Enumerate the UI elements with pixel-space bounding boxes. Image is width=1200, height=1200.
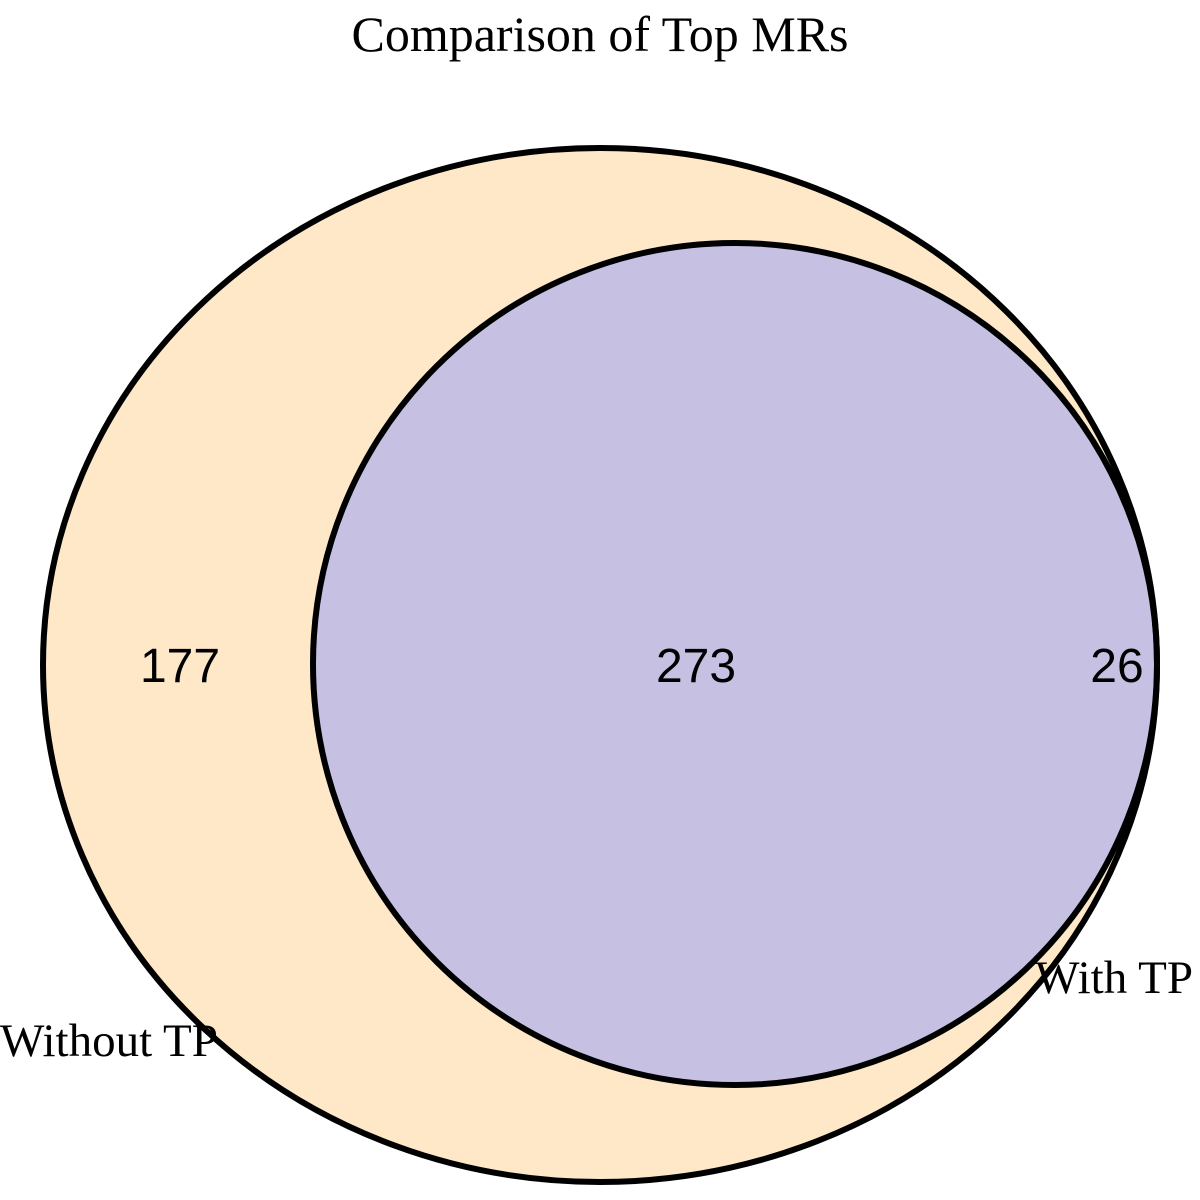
count-both: 273	[656, 640, 736, 693]
set-label-without-tp: Without TP	[0, 1015, 218, 1067]
set-with-tp-outline	[310, 240, 1160, 1088]
count-without-only: 177	[140, 640, 220, 693]
overlap-region	[313, 243, 1157, 1085]
set-label-with-tp: With TP	[1035, 952, 1193, 1004]
count-with-only: 26	[1090, 640, 1143, 693]
diagram-title: Comparison of Top MRs	[352, 6, 849, 62]
